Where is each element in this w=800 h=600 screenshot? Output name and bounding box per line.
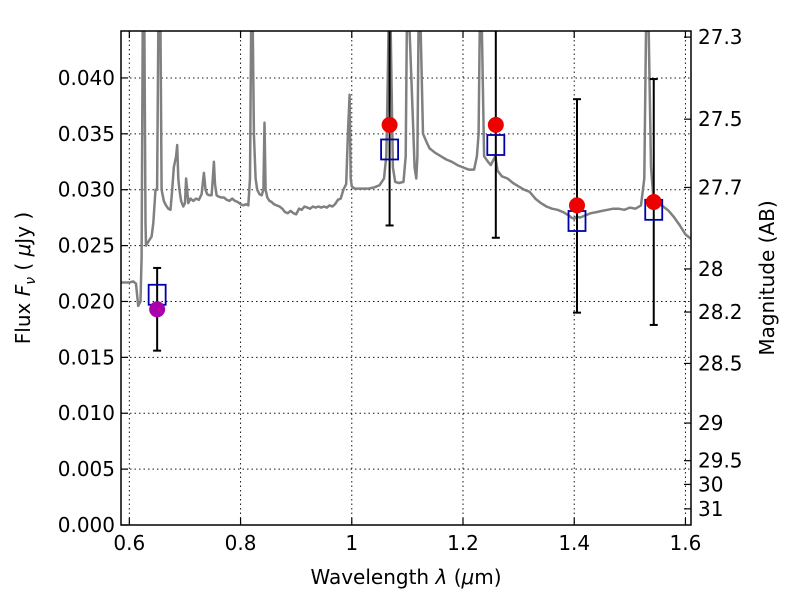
y2-tick-label: 27.3 [698,25,743,49]
observed-point [645,194,662,210]
x-tick-label: 1.4 [558,531,590,555]
observed-point [569,197,585,214]
y-tick-label: 0.035 [58,122,115,146]
y-axis-title: Flux Fν ( μJy ) [11,212,39,344]
model-spectrum-line [121,31,691,308]
y-tick-label: 0.025 [58,234,115,258]
y-tick-label: 0.040 [58,66,115,90]
y2-axis-title: Magnitude (AB) [755,200,779,355]
y-tick-label: 0.015 [58,345,115,369]
y-tick-label: 0.020 [58,289,115,313]
y2-tick-label: 27.5 [698,107,743,131]
observed-point [487,116,504,133]
x-tick-label: 0.6 [113,531,145,555]
y2-tick-label: 27.7 [698,175,743,199]
x-tick-label: 1 [345,531,358,555]
observed-points [149,116,662,318]
y-tick-label: 0.030 [58,178,115,202]
y2-tick-label: 31 [698,497,723,521]
y2-tick-label: 28.2 [698,300,743,324]
plot-frame [120,30,692,526]
y2-tick-label: 30 [698,472,723,496]
y-tick-label: 0.010 [58,401,115,425]
y-tick-label: 0.000 [58,513,115,537]
x-tick-label: 1.2 [447,531,479,555]
y-tick-label: 0.005 [58,457,115,481]
y2-tick-label: 29 [698,411,723,435]
observed-optical-point [149,301,166,318]
x-axis-ticks: 0.6 0.8 1 1.2 1.4 1.6 [113,31,701,555]
y2-tick-label: 28 [698,257,723,281]
observed-point [381,116,398,133]
y2-tick-label: 29.5 [698,449,743,473]
model-photometry-square [380,138,399,161]
y-axis-ticks: 0.000 0.005 0.010 0.015 0.020 0.025 0.030 0.035… [58,66,128,537]
y2-tick-label: 28.5 [698,351,743,375]
x-tick-label: 0.8 [225,531,257,555]
x-tick-label: 1.6 [670,531,702,555]
model-photometry-square [486,134,506,156]
x-axis-title: Wavelength λ (μm) [310,565,501,589]
